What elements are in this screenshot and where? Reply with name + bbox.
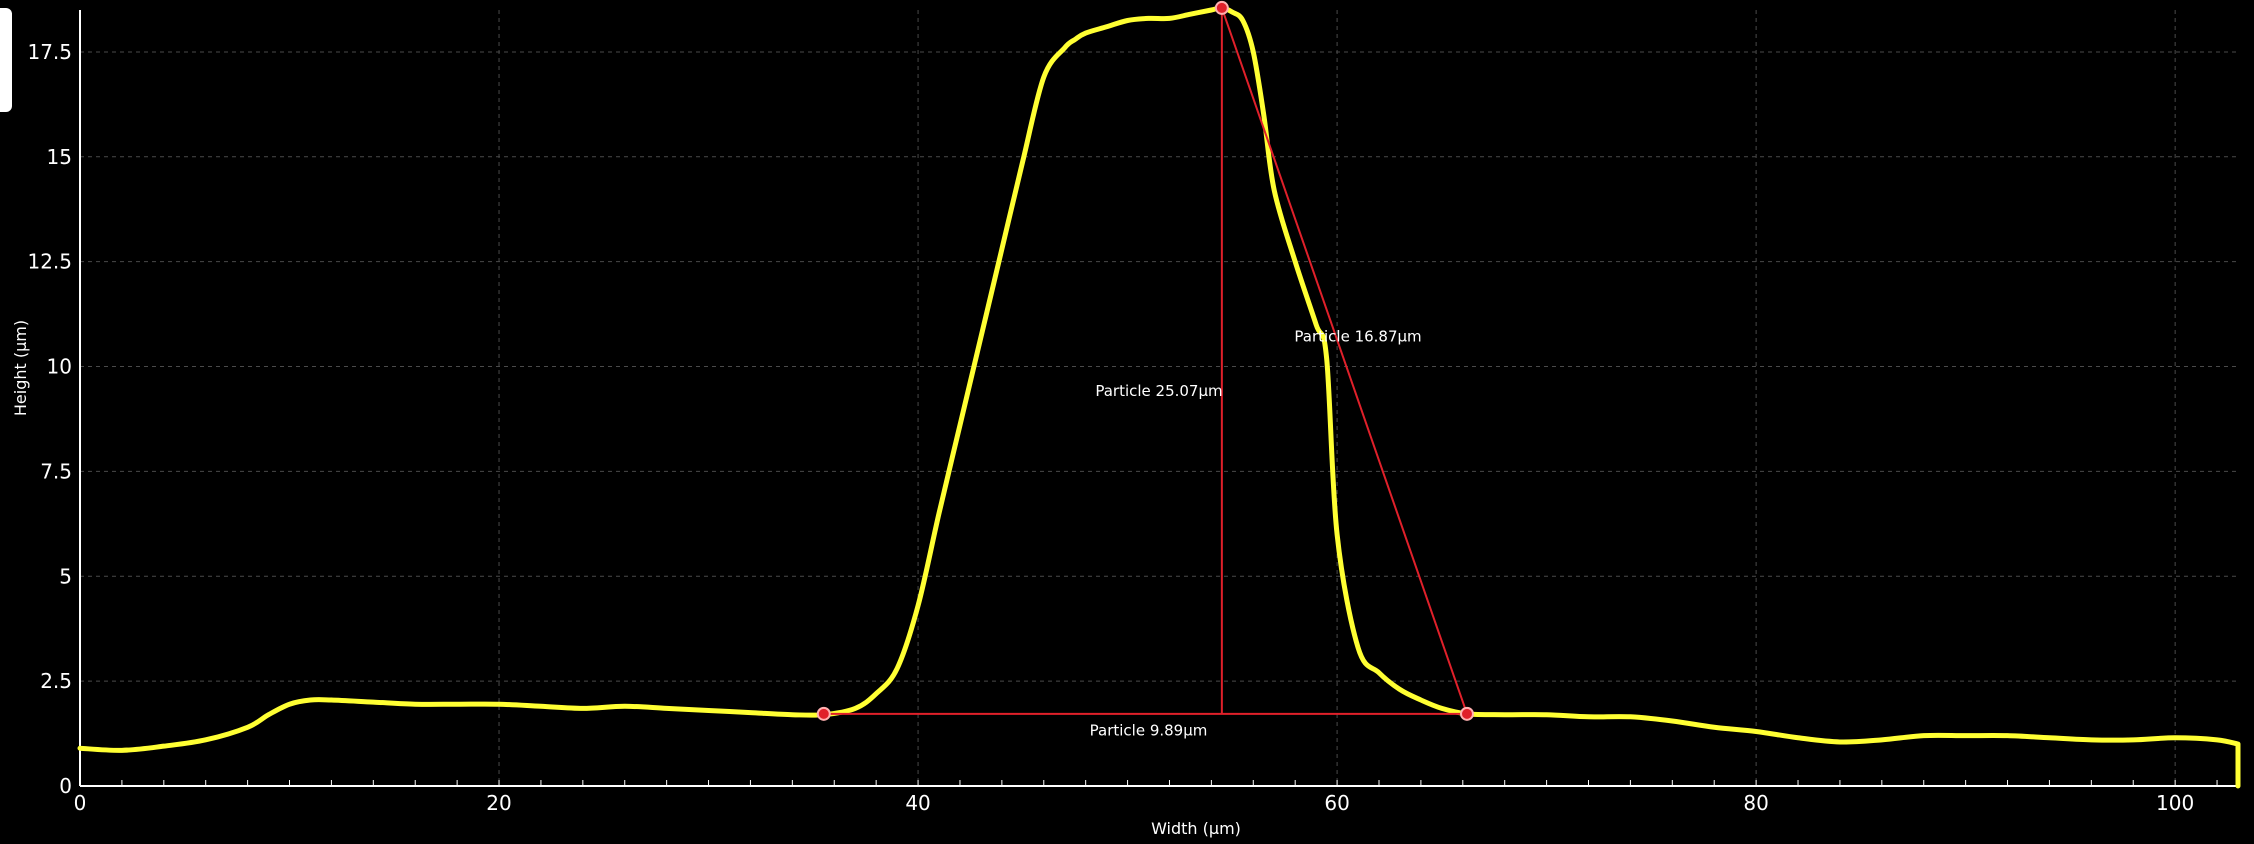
measurement-point — [816, 706, 831, 721]
measurement-label-diagonal: Particle 16.87µm — [1294, 327, 1421, 345]
x-tick-label: 100 — [2156, 791, 2194, 815]
y-tick-label: 5 — [59, 564, 72, 588]
measurement-line-diagonal — [1220, 7, 1468, 715]
y-tick-label: 12.5 — [27, 250, 72, 274]
x-tick-label: 0 — [74, 791, 87, 815]
measurement-point — [1459, 706, 1474, 721]
profile-series — [77, 5, 2241, 789]
scroll-handle[interactable] — [0, 8, 12, 112]
x-tick-label: 40 — [905, 791, 930, 815]
y-tick-label: 7.5 — [40, 459, 72, 483]
tick-labels: 0 20 40 60 80 100 0 2.5 5 7.5 10 12.5 15 17.5 — [27, 40, 2194, 815]
axes — [79, 10, 2238, 787]
y-tick-label: 17.5 — [27, 40, 72, 64]
y-tick-label: 2.5 — [40, 669, 72, 693]
x-axis-title: Width (µm) — [1151, 819, 1241, 838]
measurement-label-horizontal: Particle 9.89µm — [1090, 722, 1208, 740]
x-tick-label: 80 — [1743, 791, 1768, 815]
measurement-annotations: Particle 25.07µm Particle 16.87µm Particle… — [823, 7, 1468, 740]
measurement-point — [1214, 0, 1229, 15]
x-tick-label: 60 — [1324, 791, 1349, 815]
y-tick-label: 0 — [59, 774, 72, 798]
measurement-label-vertical: Particle 25.07µm — [1095, 382, 1222, 400]
y-axis-title: Height (µm) — [11, 320, 30, 416]
y-tick-label: 10 — [47, 355, 72, 379]
profile-line-series-0 — [77, 5, 2241, 789]
measurement-markers — [816, 0, 1474, 721]
x-tick-label: 20 — [486, 791, 511, 815]
y-tick-label: 15 — [47, 145, 72, 169]
